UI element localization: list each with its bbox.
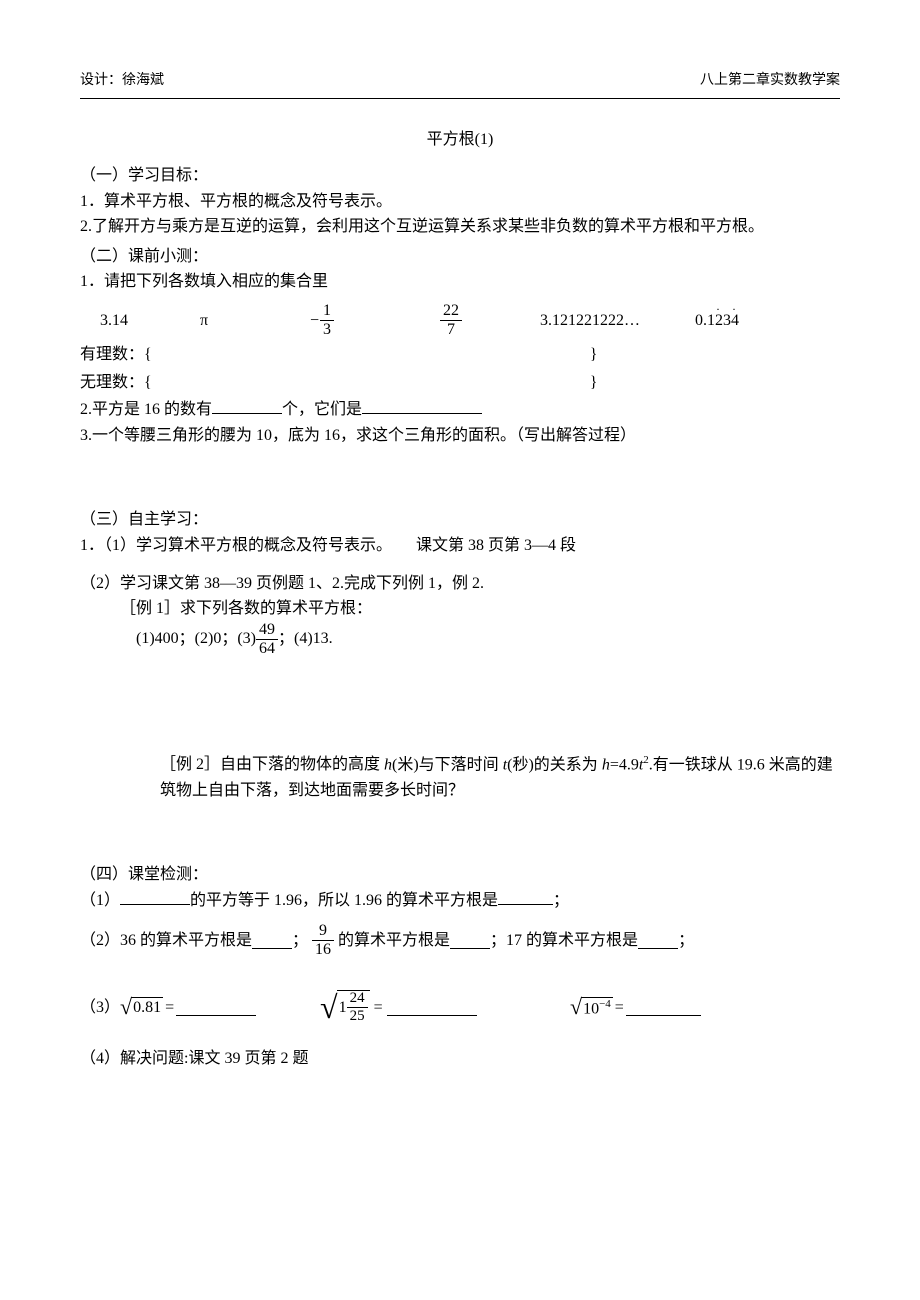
q3-part-3: √ 10−4 = bbox=[570, 995, 701, 1021]
example-1-head: ［例 1］求下列各数的算术平方根： bbox=[120, 596, 840, 622]
minus-sign: − bbox=[310, 308, 319, 334]
blank-input[interactable] bbox=[120, 888, 190, 905]
example-1-body: (1)400；(2)0；(3)4964；(4)13. bbox=[136, 622, 840, 657]
dot-icon: · bbox=[716, 300, 720, 319]
fraction-icon: 916 bbox=[312, 923, 334, 958]
header-left: 设计：徐海斌 bbox=[80, 70, 164, 92]
sqrt-icon: √ 0.81 bbox=[120, 996, 163, 1018]
q3-part-1: （3） √ 0.81 = bbox=[80, 995, 320, 1021]
blank-input[interactable] bbox=[362, 397, 482, 414]
fraction-icon: 4964 bbox=[256, 622, 278, 657]
section-3: （三）自主学习： 1．（1）学习算术平方根的概念及符号表示。 课文第 38 页第… bbox=[80, 507, 840, 803]
q3-part-2: √ 12425 = bbox=[320, 990, 570, 1024]
section-4: （四）课堂检测： （1）的平方等于 1.96，所以 1.96 的算术平方根是； … bbox=[80, 862, 840, 1072]
blank-input[interactable] bbox=[387, 999, 477, 1016]
fraction-icon: 13 bbox=[320, 303, 334, 338]
section-2-q2: 2.平方是 16 的数有个，它们是 bbox=[80, 397, 840, 423]
page-header: 设计：徐海斌 八上第二章实数教学案 bbox=[80, 70, 840, 92]
num-2: π bbox=[200, 308, 310, 334]
spacer bbox=[80, 1034, 840, 1046]
fraction-icon: 2425 bbox=[347, 991, 368, 1024]
num-4: 227 bbox=[440, 303, 540, 338]
section-4-q2: （2）36 的算术平方根是； 916 的算术平方根是；17 的算术平方根是； bbox=[80, 923, 840, 958]
spacer bbox=[80, 968, 840, 980]
blank-input[interactable] bbox=[626, 999, 701, 1016]
spacer bbox=[80, 448, 840, 503]
fraction-icon: 227 bbox=[440, 303, 462, 338]
sqrt-icon: √ 10−4 bbox=[570, 996, 613, 1018]
spacer bbox=[80, 803, 840, 858]
section-4-q1: （1）的平方等于 1.96，所以 1.96 的算术平方根是； bbox=[80, 888, 840, 914]
section-3-head: （三）自主学习： bbox=[80, 507, 840, 533]
blank-input[interactable] bbox=[638, 932, 678, 949]
section-1-item-1: 1．算术平方根、平方根的概念及符号表示。 bbox=[80, 189, 840, 215]
blank-input[interactable] bbox=[252, 932, 292, 949]
blank-input[interactable] bbox=[498, 888, 553, 905]
doc-title: 平方根(1) bbox=[80, 127, 840, 153]
blank-input[interactable] bbox=[176, 999, 256, 1016]
section-1: （一）学习目标： 1．算术平方根、平方根的概念及符号表示。 2.了解开方与乘方是… bbox=[80, 163, 840, 240]
section-2-q3: 3.一个等腰三角形的腰为 10，底为 16，求这个三角形的面积。（写出解答过程） bbox=[80, 423, 840, 449]
num-1: 3.14 bbox=[100, 308, 200, 334]
num-5: 3.121221222… bbox=[540, 308, 695, 334]
sqrt-icon: √ 12425 bbox=[320, 990, 370, 1024]
header-rule bbox=[80, 98, 840, 99]
section-2-head: （二）课前小测： bbox=[80, 244, 840, 270]
section-3-item-1: 1．（1）学习算术平方根的概念及符号表示。 课文第 38 页第 3—4 段 bbox=[80, 533, 840, 559]
section-4-q3: （3） √ 0.81 = √ 12425 = bbox=[80, 990, 840, 1024]
section-1-head: （一）学习目标： bbox=[80, 163, 840, 189]
irrational-set: 无理数：{ } bbox=[80, 370, 840, 396]
section-4-head: （四）课堂检测： bbox=[80, 862, 840, 888]
blank-input[interactable] bbox=[212, 397, 282, 414]
rational-set: 有理数：{ } bbox=[80, 342, 840, 368]
dot-icon: · bbox=[732, 300, 736, 319]
section-2-q1-intro: 1．请把下列各数填入相应的集合里 bbox=[80, 269, 840, 295]
section-3-item-2: （2）学习课文第 38—39 页例题 1、2.完成下列例 1，例 2. bbox=[80, 571, 840, 597]
blank-input[interactable] bbox=[450, 932, 490, 949]
num-3: −13 bbox=[310, 303, 440, 338]
section-2: （二）课前小测： 1．请把下列各数填入相应的集合里 3.14 π −13 227… bbox=[80, 244, 840, 449]
section-4-q4: （4）解决问题:课文 39 页第 2 题 bbox=[80, 1046, 840, 1072]
spacer bbox=[80, 657, 840, 752]
header-right: 八上第二章实数教学案 bbox=[700, 70, 840, 92]
num-6: 0.1·23·4 bbox=[695, 308, 739, 334]
number-list-row: 3.14 π −13 227 3.121221222… 0.1·23·4 bbox=[100, 303, 840, 338]
page-content: 设计：徐海斌 八上第二章实数教学案 平方根(1) （一）学习目标： 1．算术平方… bbox=[0, 0, 920, 1112]
section-1-item-2: 2.了解开方与乘方是互逆的运算，会利用这个互逆运算关系求某些非负数的算术平方根和… bbox=[80, 214, 840, 240]
example-2: ［例 2］自由下落的物体的高度 h(米)与下落时间 t(秒)的关系为 h=4.9… bbox=[120, 752, 840, 804]
spacer bbox=[80, 559, 840, 571]
